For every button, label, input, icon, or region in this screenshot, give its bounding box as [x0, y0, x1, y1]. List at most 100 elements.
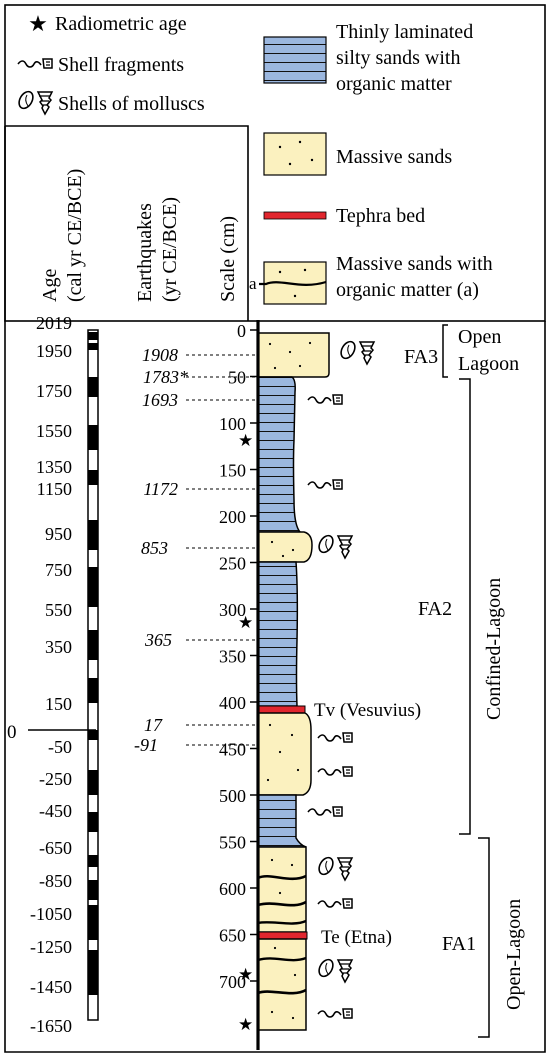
- age-bar: 0: [7, 329, 99, 1021]
- fa1-sand-organic-lower: [257, 938, 307, 1031]
- age-tick-label: -1450: [30, 977, 72, 997]
- age-tick-label: 550: [45, 600, 72, 620]
- mollusc-shell-icon: [315, 956, 353, 983]
- scale-tick-label: 500: [219, 786, 246, 806]
- scale-tick-label: 400: [219, 693, 246, 713]
- age-tick-label: -450: [39, 801, 72, 821]
- legend-shells-of-molluscs: Shells of molluscs: [15, 88, 205, 115]
- age-tick-label: 950: [45, 524, 72, 544]
- star-icon: ★: [238, 1015, 253, 1034]
- fa3-sand-layer: [257, 332, 330, 378]
- age-tick-label: 1150: [37, 479, 72, 499]
- mollusc-shell-icon: [315, 532, 353, 559]
- zero-label: 0: [7, 722, 17, 743]
- fa1-bracket: [478, 837, 490, 1038]
- scale-header: Scale (cm): [217, 216, 239, 302]
- te-label: Te (Etna): [321, 927, 392, 948]
- open-lagoon-bottom-label: Open-Lagoon: [503, 899, 525, 1010]
- fa1-label: FA1: [442, 933, 476, 955]
- age-tick-label: -250: [39, 769, 72, 789]
- earthquake-label: -91: [134, 735, 158, 755]
- legend-laminated: Thinly laminated silty sands with organi…: [263, 21, 473, 95]
- confined-lagoon-label: Confined-Lagoon: [483, 578, 505, 720]
- age-tick-label: -850: [39, 871, 72, 891]
- earthquake-label: 17: [144, 715, 163, 735]
- fa1-sand-organic-upper: [257, 846, 307, 933]
- svg-text:Radiometric age: Radiometric age: [55, 13, 187, 35]
- tephra-swatch: [263, 211, 327, 220]
- fa3-label: FA3: [404, 346, 438, 368]
- age-tick-label: -650: [39, 838, 72, 858]
- legend-massive-sands: Massive sands: [263, 132, 452, 176]
- mid-sand-layer: [257, 531, 313, 563]
- radiometric-age-markers: ★ ★ ★ ★: [238, 431, 253, 1034]
- tv-label: Tv (Vesuvius): [314, 700, 421, 721]
- legend-tephra-bed: Tephra bed: [263, 205, 425, 227]
- shell-fragment-icon: [307, 479, 343, 490]
- star-icon: ★: [28, 11, 48, 36]
- age-tick-label: 1350: [36, 457, 72, 477]
- age-header-units: (cal yr CE/BCE): [64, 169, 86, 302]
- age-tick-label: 350: [45, 637, 72, 657]
- legend-box: [4, 4, 546, 1053]
- tv-tephra-layer: [257, 705, 306, 714]
- scale-tick-label: 300: [219, 600, 246, 620]
- star-icon: ★: [238, 965, 253, 984]
- age-header-title: Age: [39, 269, 61, 302]
- mollusc-shell-icon: [337, 338, 375, 365]
- te-tephra-layer: [257, 931, 308, 940]
- svg-text:organic matter: organic matter: [336, 73, 452, 95]
- earthquakes-header-units: (yr CE/BCE): [159, 197, 181, 302]
- age-tick-label: -1250: [30, 937, 72, 957]
- open-lagoon-top-1: Open: [458, 326, 501, 348]
- svg-text:Tephra bed: Tephra bed: [336, 205, 425, 227]
- age-tick-label: 150: [45, 694, 72, 714]
- svg-text:Shells of molluscs: Shells of molluscs: [58, 93, 205, 115]
- scale-tick-label: 100: [219, 414, 246, 434]
- earthquake-label: 1783*: [143, 367, 188, 387]
- scale-tick-label: 450: [219, 740, 246, 760]
- svg-text:silty sands with: silty sands with: [336, 47, 460, 69]
- age-tick-label: 2019: [36, 313, 72, 333]
- shell-fragment-icon: [307, 806, 343, 817]
- scale-tick-label: 250: [219, 554, 246, 574]
- open-lagoon-top-2: Lagoon: [458, 353, 519, 375]
- scale-tick-label: 0: [237, 321, 246, 341]
- sedimentary-column: [256, 320, 330, 1050]
- age-tick-label: -1650: [30, 1016, 72, 1036]
- earthquakes-header-title: Earthquakes: [134, 203, 156, 302]
- scale-tick-label: 350: [219, 647, 246, 667]
- shell-fragment-icon: [317, 898, 353, 909]
- scale-tick-label: 200: [219, 507, 246, 527]
- legend-massive-sands-organic: a Massive sands with organic matter (a): [249, 253, 493, 305]
- svg-text:Massive sands with: Massive sands with: [336, 253, 493, 275]
- svg-text:Thinly laminated: Thinly laminated: [336, 21, 473, 43]
- svg-text:Massive sands: Massive sands: [336, 146, 452, 168]
- svg-text:Shell fragments: Shell fragments: [58, 54, 184, 76]
- age-tick-label: 1950: [36, 341, 72, 361]
- age-tick-label: 1550: [36, 421, 72, 441]
- fa2-bracket: [459, 378, 471, 835]
- scale-tick-label: 600: [219, 879, 246, 899]
- upper-laminated-layer: [257, 376, 302, 533]
- laminated-swatch: [263, 36, 327, 84]
- scale-tick-label: 650: [219, 926, 246, 946]
- earthquake-label: 853: [141, 538, 168, 558]
- age-tick-label: 1750: [36, 381, 72, 401]
- age-tick-label: -1050: [30, 904, 72, 924]
- earthquake-label: 1693: [142, 390, 178, 410]
- mollusc-shell-icon: [15, 88, 53, 115]
- age-tick-label: 750: [45, 560, 72, 580]
- earthquake-label: 1172: [143, 479, 178, 499]
- shell-fragment-icon: [317, 1008, 353, 1019]
- earthquake-label: 1908: [142, 345, 178, 365]
- shell-fragment-icon: [307, 394, 343, 405]
- legend-shell-fragments: Shell fragments: [17, 54, 184, 76]
- svg-text:organic matter (a): organic matter (a): [336, 279, 479, 301]
- age-tick-label: -50: [48, 737, 72, 757]
- scale-tick-label: 150: [219, 461, 246, 481]
